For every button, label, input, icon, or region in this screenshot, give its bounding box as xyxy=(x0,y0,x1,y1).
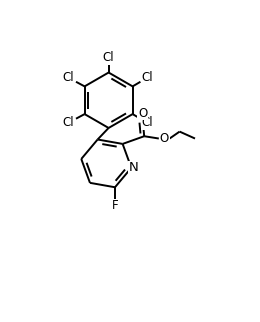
Text: N: N xyxy=(128,161,138,174)
Text: Cl: Cl xyxy=(62,71,74,84)
Text: Cl: Cl xyxy=(142,117,153,129)
Text: Cl: Cl xyxy=(62,117,74,129)
Text: O: O xyxy=(138,107,147,119)
Text: Cl: Cl xyxy=(142,71,153,84)
Text: F: F xyxy=(112,199,118,212)
Text: O: O xyxy=(160,132,169,145)
Text: Cl: Cl xyxy=(103,51,114,64)
